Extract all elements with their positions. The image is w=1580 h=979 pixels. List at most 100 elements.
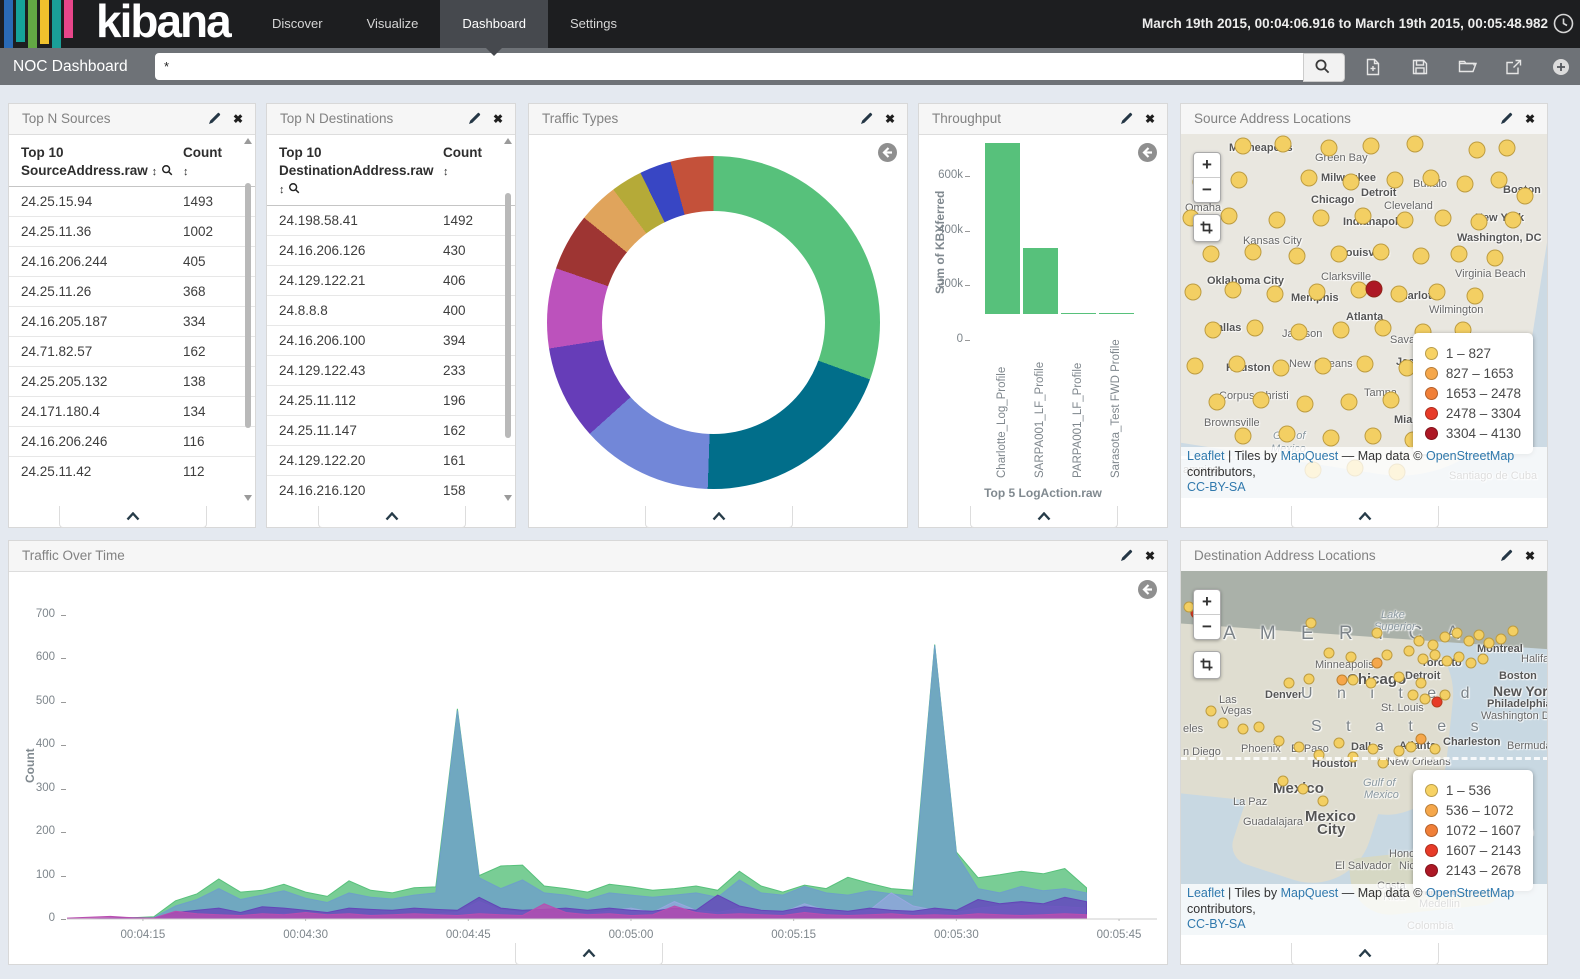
map-marker[interactable]	[1478, 654, 1489, 665]
new-dashboard-icon[interactable]	[1364, 58, 1382, 76]
table-row[interactable]: 24.129.122.21406	[267, 265, 515, 295]
attribution-link[interactable]: Leaflet	[1187, 449, 1225, 463]
map-marker[interactable]	[1274, 736, 1285, 747]
map-marker[interactable]	[1496, 634, 1507, 645]
column-header-count[interactable]: Count↕	[443, 144, 495, 199]
nav-tab-settings[interactable]: Settings	[548, 0, 639, 48]
bar-PARPA001_LF_Profile[interactable]	[1061, 313, 1096, 314]
map-marker[interactable]	[1469, 142, 1486, 159]
close-panel-icon[interactable]: ✖	[233, 104, 243, 134]
map-marker[interactable]	[1440, 632, 1451, 643]
map-marker[interactable]	[1491, 172, 1508, 189]
attribution-link[interactable]: MapQuest	[1281, 449, 1339, 463]
save-icon[interactable]	[1411, 58, 1429, 76]
map-marker[interactable]	[1366, 281, 1383, 298]
map-marker[interactable]	[1331, 246, 1348, 263]
table-scrollbar[interactable]	[503, 138, 513, 501]
map-marker[interactable]	[1363, 138, 1380, 155]
query-input[interactable]	[155, 53, 1303, 80]
map-marker[interactable]	[1466, 658, 1477, 669]
edit-panel-icon[interactable]	[208, 112, 221, 130]
map-marker[interactable]	[1298, 784, 1309, 795]
table-row[interactable]: 24.25.11.147162	[267, 415, 515, 445]
map-marker[interactable]	[1440, 690, 1451, 701]
scroll-up-icon[interactable]	[504, 138, 512, 144]
map-marker[interactable]	[1231, 172, 1248, 189]
map-marker[interactable]	[1275, 136, 1292, 153]
map-marker[interactable]	[1225, 282, 1242, 299]
map-marker[interactable]	[1508, 626, 1519, 637]
attribution-link[interactable]: OpenStreetMap	[1426, 449, 1514, 463]
map-marker[interactable]	[1346, 652, 1357, 663]
map-marker[interactable]	[1416, 734, 1427, 745]
map-marker[interactable]	[1321, 140, 1338, 157]
traffic-types-donut-chart[interactable]	[547, 156, 880, 489]
zoom-in-button[interactable]: +	[1194, 590, 1220, 615]
map-marker[interactable]	[1206, 706, 1217, 717]
map-marker[interactable]	[1368, 744, 1379, 755]
map-marker[interactable]	[1203, 246, 1220, 263]
collapse-panel-button[interactable]	[515, 943, 663, 965]
table-row[interactable]: 24.25.11.112196	[267, 385, 515, 415]
column-header-term[interactable]: Top 10 DestinationAddress.raw ↕	[279, 144, 443, 199]
map-marker[interactable]	[1306, 618, 1317, 629]
map-marker[interactable]	[1291, 324, 1308, 341]
scroll-up-icon[interactable]	[244, 138, 252, 144]
map-marker[interactable]	[1348, 675, 1359, 686]
zoom-in-button[interactable]: +	[1194, 153, 1220, 178]
map-crop-button[interactable]	[1193, 651, 1221, 679]
map-marker[interactable]	[1313, 210, 1330, 227]
map-marker[interactable]	[1205, 322, 1222, 339]
map-marker[interactable]	[1337, 675, 1348, 686]
map-marker[interactable]	[1187, 358, 1204, 375]
sort-icon[interactable]: ↕	[152, 166, 158, 178]
map-marker[interactable]	[1464, 636, 1475, 647]
close-panel-icon[interactable]: ✖	[493, 104, 503, 134]
map-marker[interactable]	[1253, 392, 1270, 409]
map-marker[interactable]	[1365, 428, 1382, 445]
map-marker[interactable]	[1413, 248, 1430, 265]
collapse-panel-button[interactable]	[59, 506, 207, 528]
close-panel-icon[interactable]: ✖	[1145, 104, 1155, 134]
map-marker[interactable]	[1235, 138, 1252, 155]
table-row[interactable]: 24.129.122.43233	[267, 355, 515, 385]
map-marker[interactable]	[1254, 722, 1265, 733]
map-marker[interactable]	[1301, 170, 1318, 187]
close-panel-icon[interactable]: ✖	[1525, 541, 1535, 571]
table-row[interactable]: 24.16.205.187334	[9, 306, 255, 336]
edit-panel-icon[interactable]	[1500, 112, 1513, 130]
map-marker[interactable]	[1406, 742, 1417, 753]
map-marker[interactable]	[1372, 658, 1383, 669]
map-marker[interactable]	[1333, 322, 1350, 339]
map-marker[interactable]	[1372, 628, 1383, 639]
area-chart-svg[interactable]	[67, 615, 1157, 921]
table-scrollbar[interactable]	[243, 138, 253, 501]
destination-locations-map[interactable]: + − A M E R I C ALakeSuperiorMontrealHal…	[1181, 571, 1547, 935]
open-icon[interactable]	[1458, 58, 1476, 76]
nav-tab-dashboard[interactable]: Dashboard	[440, 0, 548, 48]
map-marker[interactable]	[1429, 284, 1446, 301]
map-marker[interactable]	[1423, 170, 1440, 187]
map-marker[interactable]	[1394, 746, 1405, 757]
map-marker[interactable]	[1278, 776, 1289, 787]
map-marker[interactable]	[1343, 174, 1360, 191]
map-marker[interactable]	[1235, 428, 1252, 445]
map-marker[interactable]	[1467, 288, 1484, 305]
sort-icon[interactable]: ↕	[279, 184, 285, 196]
table-row[interactable]: 24.171.180.4134	[9, 396, 255, 426]
map-marker[interactable]	[1334, 738, 1345, 749]
map-crop-button[interactable]	[1193, 214, 1221, 242]
column-search-icon[interactable]	[288, 182, 300, 194]
clock-icon[interactable]	[1553, 13, 1574, 39]
map-marker[interactable]	[1517, 188, 1534, 205]
map-marker[interactable]	[1315, 358, 1332, 375]
map-marker[interactable]	[1297, 396, 1314, 413]
map-marker[interactable]	[1284, 678, 1295, 689]
sort-icon[interactable]: ↕	[183, 166, 189, 178]
collapse-panel-button[interactable]	[645, 506, 793, 528]
collapse-panel-button[interactable]	[1291, 943, 1439, 965]
scroll-down-icon[interactable]	[244, 495, 252, 501]
map-marker[interactable]	[1404, 646, 1415, 657]
edit-panel-icon[interactable]	[1500, 549, 1513, 567]
map-marker[interactable]	[1454, 652, 1465, 663]
